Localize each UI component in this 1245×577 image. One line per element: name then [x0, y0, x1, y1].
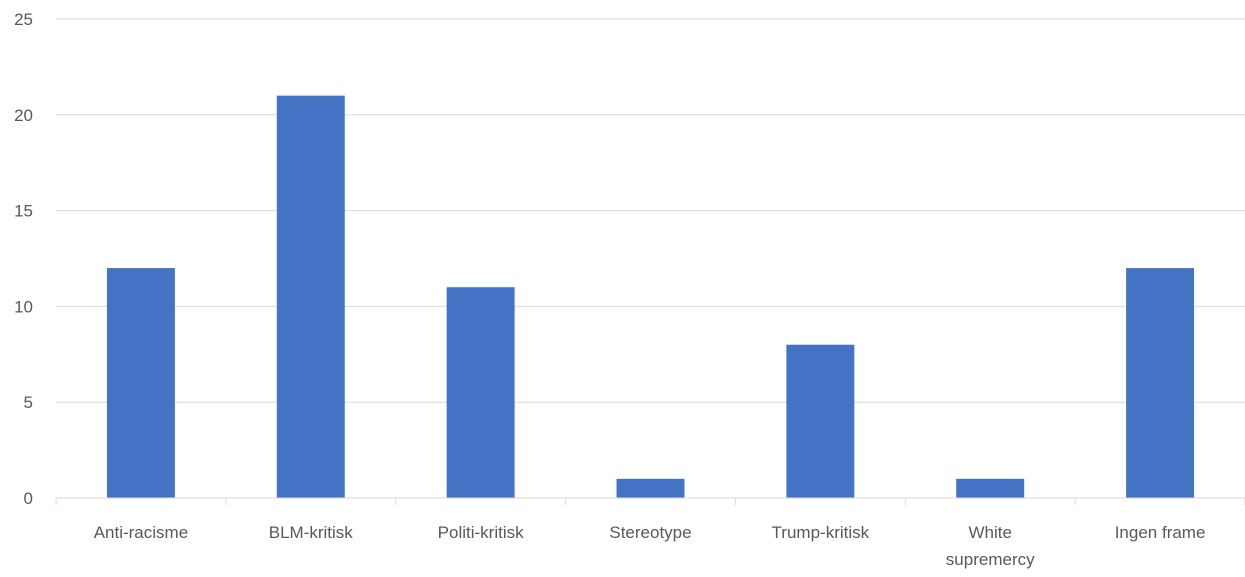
x-tick-label: White supremercy — [946, 523, 1035, 569]
y-tick-label: 25 — [14, 10, 33, 29]
y-tick-label: 20 — [14, 106, 33, 125]
gridlines — [56, 18, 1245, 403]
bars — [106, 95, 1195, 498]
x-tick-label: Ingen frame — [1115, 523, 1206, 542]
bar-trump-kritisk — [786, 344, 855, 498]
x-axis-tick-labels: Anti-racisme BLM-kritisk Politi-kritisk Ste… — [94, 523, 1206, 569]
x-tick-label: Trump-kritisk — [772, 523, 870, 542]
y-tick-label: 5 — [24, 393, 33, 412]
x-tick-label: Anti-racisme — [94, 523, 188, 542]
bar-stereotype — [616, 478, 685, 498]
y-tick-label: 10 — [14, 297, 33, 316]
bar-anti-racisme — [106, 268, 175, 498]
y-tick-label: 0 — [24, 489, 33, 508]
bar-politi-kritisk — [446, 287, 515, 498]
x-tick-label: BLM-kritisk — [269, 523, 354, 542]
x-tick-label: Politi-kritisk — [438, 523, 524, 542]
bar-white-supremercy — [956, 478, 1025, 498]
x-axis — [55, 497, 1245, 505]
bar-blm-kritisk — [276, 95, 345, 498]
y-tick-label: 15 — [14, 202, 33, 221]
x-tick-label: Stereotype — [609, 523, 691, 542]
bar-ingen-frame — [1126, 268, 1195, 498]
y-axis-tick-labels: 0 5 10 15 20 25 — [14, 10, 33, 508]
